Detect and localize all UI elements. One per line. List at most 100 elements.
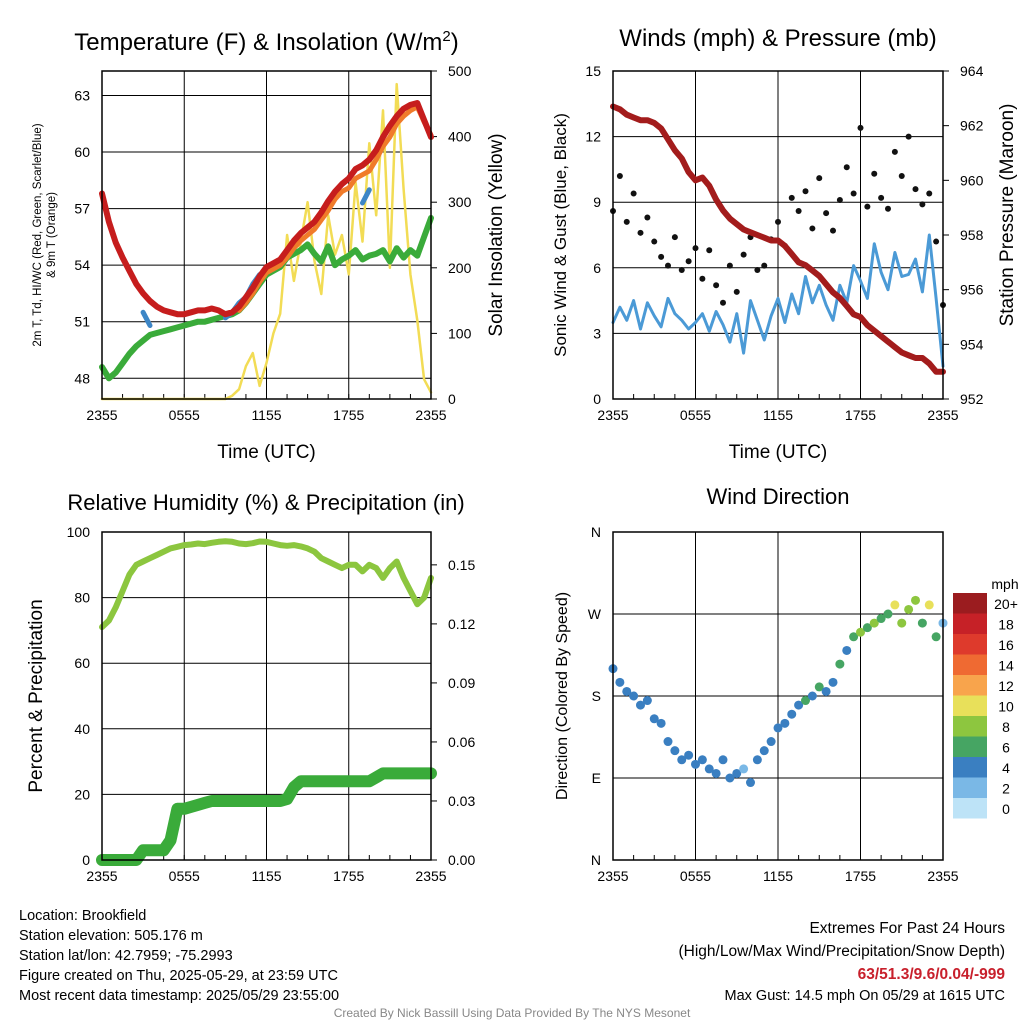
winds-y-tick-label: 9: [593, 194, 601, 210]
winds-gust-point: [878, 194, 885, 201]
wdir-point: [828, 677, 838, 687]
wdir-point: [642, 696, 652, 706]
temp-y-tick-label: 51: [74, 314, 90, 330]
winds-gust-point: [830, 227, 836, 234]
wdir-point: [856, 627, 865, 637]
winds-gust-point: [706, 247, 713, 254]
wdir-legend-title: mph: [991, 576, 1018, 592]
temp-x-tick-label: 1755: [333, 407, 364, 423]
rh-y-tick-label: 60: [74, 655, 90, 671]
temp-y2-tick-label: 200: [448, 260, 472, 276]
wdir-legend-swatch: [953, 777, 987, 798]
winds-y2-tick-label: 954: [960, 336, 984, 352]
figure-created: Figure created on Thu, 2025-05-29, at 23…: [19, 968, 338, 984]
wdir-point: [725, 773, 735, 783]
wdir-point: [924, 600, 934, 610]
temp-y2-tick-label: 0: [448, 391, 456, 407]
rh-x-tick-label: 2355: [415, 868, 446, 884]
wdir-point: [615, 677, 625, 687]
rh-y2-tick-label: 0.12: [448, 616, 475, 632]
rh-y2-tick-label: 0.00: [448, 852, 475, 868]
winds-gust-point: [912, 186, 919, 193]
winds-gust-point: [823, 210, 830, 217]
winds-gust-point: [919, 201, 926, 208]
winds-y-tick-label: 15: [585, 63, 601, 79]
wdir-legend-swatch: [953, 613, 987, 634]
wdir-point: [897, 618, 907, 628]
temp-x-tick-label: 1155: [251, 407, 281, 423]
winds-series-sonic-wind: [611, 233, 945, 368]
winds-gust-point: [788, 194, 795, 201]
wdir-point: [890, 600, 900, 610]
winds-gust-point: [651, 238, 658, 245]
wdir-point: [691, 759, 700, 769]
winds-gust-point: [713, 282, 720, 289]
winds-x-tick-label: 1155: [763, 407, 793, 423]
wdir-point: [904, 604, 914, 614]
wdir-legend-label: 16: [998, 637, 1014, 653]
wdir-x-tick-label: 2355: [927, 868, 958, 884]
temp-title-end: ): [451, 29, 459, 56]
winds-gust-point: [720, 299, 726, 306]
temp-title-sup: 2: [442, 28, 450, 45]
temp-y-tick-label: 57: [74, 201, 90, 217]
wdir-title: Wind Direction: [706, 484, 849, 509]
temp-frame: [101, 70, 432, 400]
wdir-x-tick-label: 1155: [763, 868, 793, 884]
wdir-point: [876, 614, 886, 624]
wdir-x-tick-label: 0555: [680, 868, 711, 884]
rh-y-axis-label: Percent & Precipitation: [26, 599, 47, 792]
recent-data-timestamp: Most recent data timestamp: 2025/05/29 2…: [19, 988, 340, 1004]
station-latlon: Station lat/lon: 42.7959; -75.2993: [19, 948, 233, 964]
winds-gust-point: [836, 197, 843, 204]
wdir-point: [911, 595, 920, 605]
winds-gust-point: [685, 258, 692, 265]
wdir-point: [842, 645, 852, 655]
wdir-point: [739, 764, 749, 774]
wdir-y-tick-label: S: [592, 688, 601, 704]
wdir-point: [636, 700, 645, 710]
temp-y-axis-label-line1: 2m T, Td, HI/WC (Red, Green, Scarlet/Blu…: [32, 123, 44, 346]
rh-y-tick-label: 80: [74, 590, 90, 606]
winds-y-tick-label: 12: [585, 129, 601, 145]
wdir-point: [821, 686, 831, 696]
winds-title: Winds (mph) & Pressure (mb): [619, 25, 936, 52]
winds-gust-point: [616, 172, 623, 179]
wdir-point: [814, 682, 824, 692]
wdir-point: [711, 768, 721, 778]
credit-line: Created By Nick Bassill Using Data Provi…: [333, 1006, 691, 1020]
rh-frame: [101, 531, 432, 861]
winds-gust-point: [699, 275, 706, 282]
wdir-point: [835, 659, 845, 669]
wdir-point: [883, 609, 893, 619]
wdir-legend-swatch: [953, 593, 987, 614]
winds-gust-point: [933, 238, 940, 245]
max-gust: Max Gust: 14.5 mph On 05/29 at 1615 UTC: [724, 988, 1005, 1004]
winds-y2-tick-label: 964: [960, 63, 984, 79]
wdir-y-tick-label: N: [591, 524, 601, 540]
wdir-point: [670, 746, 680, 756]
wdir-legend-swatch: [953, 757, 987, 778]
winds-gust-point: [850, 190, 857, 197]
wdir-point: [697, 755, 707, 765]
winds-gust-point: [905, 133, 912, 140]
wdir-point: [718, 755, 728, 765]
winds-y-tick-label: 3: [593, 325, 601, 341]
wdir-point: [862, 623, 872, 633]
wdir-legend-label: 8: [1002, 719, 1010, 735]
wdir-y-tick-label: N: [591, 852, 601, 868]
rh-title: Relative Humidity (%) & Precipitation (i…: [67, 490, 464, 515]
winds-x-tick-label: 2355: [927, 407, 958, 423]
station-elevation: Station elevation: 505.176 m: [19, 928, 203, 944]
wdir-point: [677, 755, 687, 765]
winds-gust-point: [775, 218, 781, 225]
rh-y-tick-label: 20: [74, 786, 90, 802]
wdir-legend-label: 0: [1002, 801, 1010, 817]
rh-y-tick-label: 40: [74, 721, 90, 737]
rh-x-tick-label: 2355: [86, 868, 117, 884]
winds-y2-tick-label: 956: [960, 282, 984, 298]
winds-gust-point: [678, 266, 685, 273]
temp-y-tick-label: 63: [74, 88, 90, 104]
wdir-point: [684, 750, 694, 760]
winds-gust-point: [692, 245, 699, 252]
